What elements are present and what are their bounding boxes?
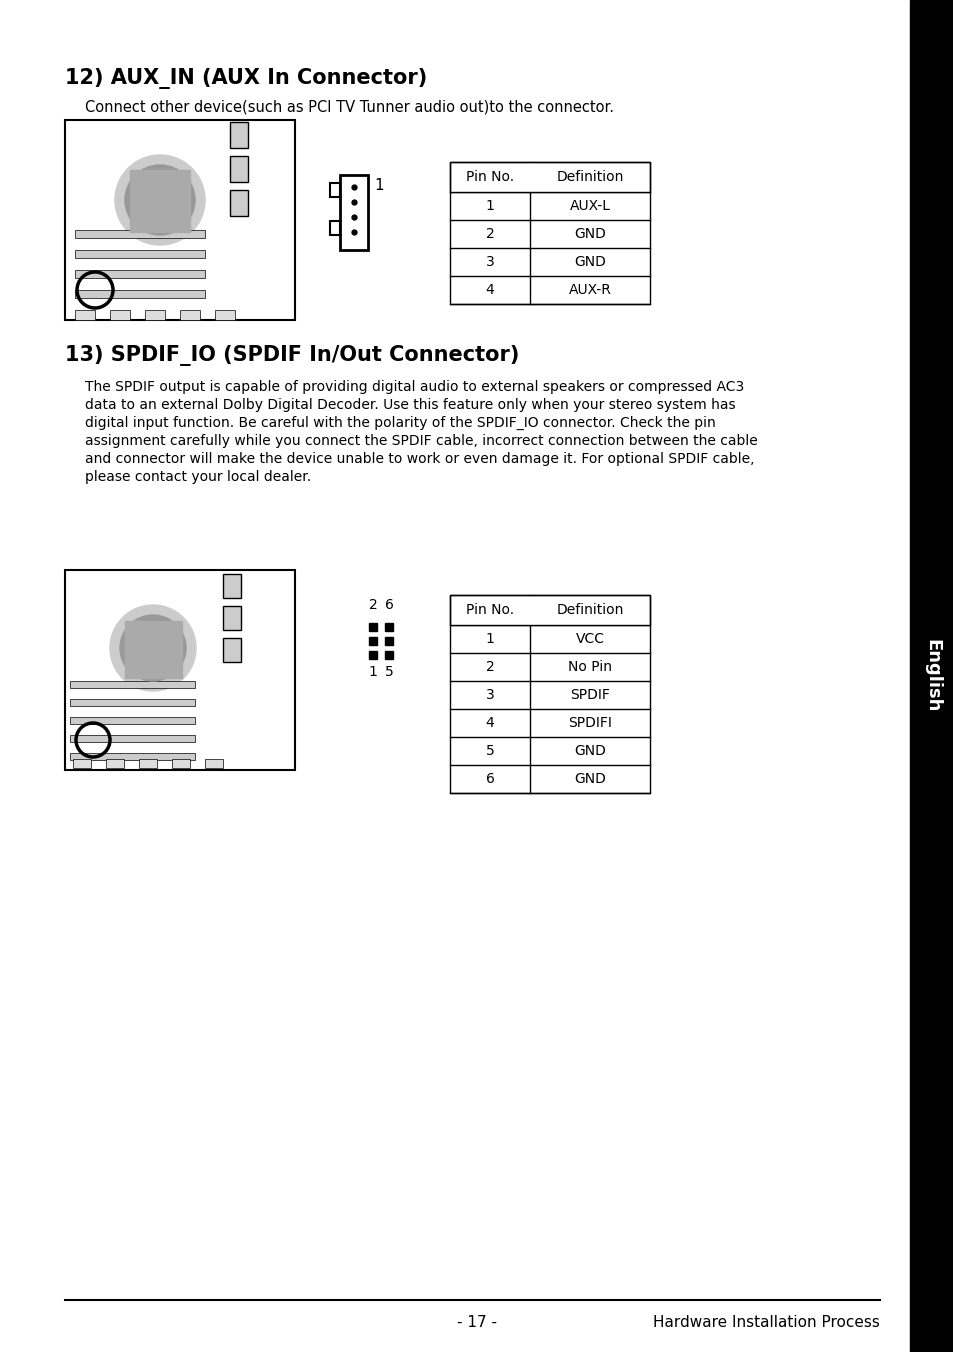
Text: AUX-R: AUX-R [568, 283, 611, 297]
Bar [139, 758, 157, 768]
Bar [230, 122, 248, 147]
Bar [70, 681, 194, 688]
Text: VCC: VCC [575, 631, 604, 646]
Text: GND: GND [574, 256, 605, 269]
Text: AUX-L: AUX-L [569, 199, 610, 214]
Text: and connector will make the device unable to work or even damage it. For optiona: and connector will make the device unabl… [85, 452, 754, 466]
Text: English: English [923, 639, 940, 713]
Circle shape [110, 604, 195, 691]
Bar [145, 310, 165, 320]
Text: 4: 4 [485, 283, 494, 297]
Circle shape [120, 615, 186, 681]
Text: 2: 2 [485, 227, 494, 241]
Text: 1: 1 [368, 665, 377, 679]
Text: Definition: Definition [556, 603, 623, 617]
Bar [223, 575, 241, 598]
Text: 6: 6 [485, 772, 494, 786]
Text: data to an external Dolby Digital Decoder. Use this feature only when your stere: data to an external Dolby Digital Decode… [85, 397, 735, 412]
Text: 5: 5 [384, 665, 393, 679]
Bar [230, 191, 248, 216]
Bar [330, 183, 339, 197]
Text: The SPDIF output is capable of providing digital audio to external speakers or c: The SPDIF output is capable of providing… [85, 380, 743, 393]
Bar [73, 758, 91, 768]
Text: digital input function. Be careful with the polarity of the SPDIF_IO connector. : digital input function. Be careful with … [85, 416, 715, 430]
Text: 2: 2 [485, 660, 494, 675]
Bar [106, 758, 124, 768]
Text: - 17 -: - 17 - [456, 1315, 497, 1330]
Bar [223, 606, 241, 630]
Bar [223, 638, 241, 662]
Circle shape [115, 155, 205, 245]
Text: 2: 2 [368, 598, 377, 612]
Bar [172, 758, 190, 768]
Text: Pin No.: Pin No. [465, 603, 514, 617]
Bar [205, 758, 223, 768]
Bar [214, 310, 234, 320]
Bar [450, 595, 649, 625]
Text: please contact your local dealer.: please contact your local dealer. [85, 470, 311, 484]
Bar [339, 174, 368, 250]
Text: Definition: Definition [556, 170, 623, 184]
Bar [450, 162, 649, 192]
Text: 6: 6 [384, 598, 393, 612]
Bar [75, 289, 205, 297]
Bar [450, 162, 649, 304]
Bar [70, 753, 194, 760]
Bar [65, 571, 294, 771]
Text: GND: GND [574, 227, 605, 241]
Bar [110, 310, 130, 320]
Text: SPDIFI: SPDIFI [567, 717, 611, 730]
Bar [450, 595, 649, 794]
Bar [75, 270, 205, 279]
Text: SPDIF: SPDIF [570, 688, 609, 702]
Bar [909, 0, 953, 1352]
Text: GND: GND [574, 744, 605, 758]
Text: 5: 5 [485, 744, 494, 758]
Bar [180, 310, 200, 320]
Text: 1: 1 [374, 177, 383, 192]
Bar [230, 155, 248, 183]
Text: 4: 4 [485, 717, 494, 730]
Text: 3: 3 [485, 256, 494, 269]
Text: assignment carefully while you connect the SPDIF cable, incorrect connection bet: assignment carefully while you connect t… [85, 434, 757, 448]
Bar [125, 621, 182, 677]
Text: GND: GND [574, 772, 605, 786]
Text: Hardware Installation Process: Hardware Installation Process [653, 1315, 879, 1330]
Circle shape [125, 165, 194, 235]
Text: Connect other device(such as PCI TV Tunner audio out)to the connector.: Connect other device(such as PCI TV Tunn… [85, 100, 614, 115]
Text: 3: 3 [485, 688, 494, 702]
Text: 13) SPDIF_IO (SPDIF In/Out Connector): 13) SPDIF_IO (SPDIF In/Out Connector) [65, 345, 518, 366]
Text: Pin No.: Pin No. [465, 170, 514, 184]
Bar [75, 310, 95, 320]
Bar [70, 735, 194, 742]
Bar [65, 120, 294, 320]
Text: 1: 1 [485, 199, 494, 214]
Bar [330, 220, 339, 235]
Bar [70, 717, 194, 725]
Bar [70, 699, 194, 706]
Text: No Pin: No Pin [567, 660, 612, 675]
Bar [75, 230, 205, 238]
Text: 12) AUX_IN (AUX In Connector): 12) AUX_IN (AUX In Connector) [65, 68, 427, 89]
Bar [75, 250, 205, 258]
Bar [130, 170, 190, 233]
Text: 1: 1 [485, 631, 494, 646]
